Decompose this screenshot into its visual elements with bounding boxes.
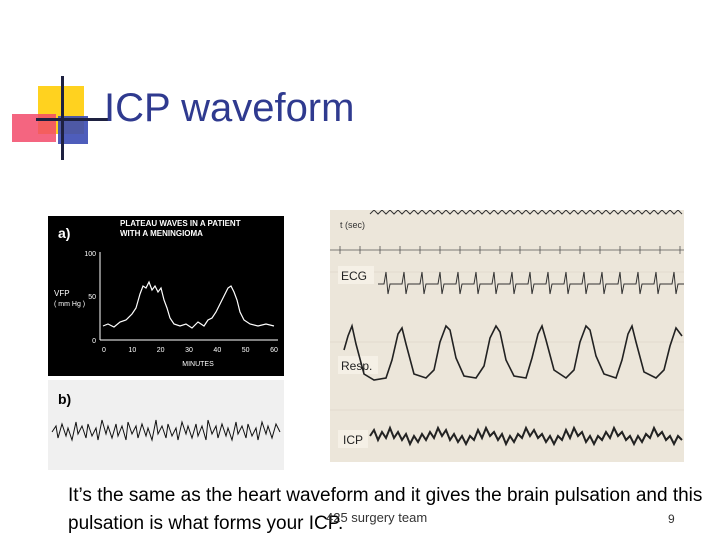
ecg-label: ECG [341,269,367,283]
waveform-recording-image: t (sec) ECG Resp. ICP [330,209,684,462]
waveform-graphic: t (sec) ECG Resp. ICP [330,209,684,448]
resp-label: Resp. [341,359,372,373]
slide-title: ICP waveform [104,86,355,130]
y-tick-label: 100 [84,251,96,258]
x-tick-label: 10 [128,347,136,354]
x-axis-label: MINUTES [182,361,214,368]
plateau-waves-graphic: a) PLATEAU WAVES IN A PATIENT WITH A MEN… [54,219,278,368]
time-marker-trace [330,246,684,254]
plateau-waves-panel-b: b) [48,380,284,470]
ecg-trace [378,271,684,295]
slide-footer: 425 surgery team [326,510,428,525]
y-tick-label: 0 [92,338,96,345]
time-label: t (sec) [340,220,365,230]
image-heading-1: PLATEAU WAVES IN A PATIENT [120,219,241,228]
icp-label: ICP [343,433,363,447]
time-trace [369,209,683,215]
y-axis-label-2: ( mm Hg ) [54,301,85,308]
x-tick-label: 30 [185,347,193,354]
y-tick-label: 50 [88,294,96,301]
y-axis-label-1: VFP [54,289,70,298]
panel-b-label: b) [58,391,71,407]
x-tick-label: 40 [213,347,221,354]
resp-trace [343,323,683,381]
x-tick-label: 0 [102,347,106,354]
panel-b-trace [51,419,281,442]
pressure-trace [102,280,275,329]
page-number: 9 [668,512,675,526]
logo-horizontal-line [36,118,110,121]
x-tick-labels: 0 10 20 30 40 50 60 [102,347,278,354]
icp-label-bg [338,430,368,448]
panel-a-label: a) [58,225,70,241]
plateau-waves-image: a) PLATEAU WAVES IN A PATIENT WITH A MEN… [48,216,284,376]
slide-caption: It’s the same as the heart waveform and … [68,485,703,534]
ecg-label-bg [338,266,374,284]
resp-label-bg [338,356,378,374]
x-tick-label: 60 [270,347,278,354]
icp-trace [369,425,683,447]
image-heading-2: WITH A MENINGIOMA [120,229,203,238]
x-tick-label: 50 [242,347,250,354]
x-tick-label: 20 [157,347,165,354]
panel-b-graphic: b) [51,391,281,442]
